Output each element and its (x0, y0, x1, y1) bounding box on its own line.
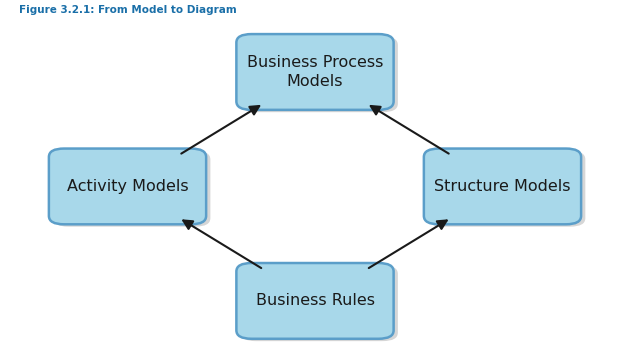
FancyBboxPatch shape (241, 37, 398, 112)
Text: Business Rules: Business Rules (256, 293, 374, 308)
FancyBboxPatch shape (236, 34, 394, 110)
FancyBboxPatch shape (424, 148, 581, 224)
FancyBboxPatch shape (428, 151, 585, 227)
Text: Figure 3.2.1: From Model to Diagram: Figure 3.2.1: From Model to Diagram (19, 5, 236, 15)
FancyBboxPatch shape (49, 148, 206, 224)
FancyBboxPatch shape (53, 151, 210, 227)
Text: Activity Models: Activity Models (67, 179, 188, 194)
FancyBboxPatch shape (241, 265, 398, 341)
Text: Structure Models: Structure Models (434, 179, 571, 194)
Text: Business Process
Models: Business Process Models (247, 55, 383, 89)
FancyBboxPatch shape (236, 263, 394, 339)
